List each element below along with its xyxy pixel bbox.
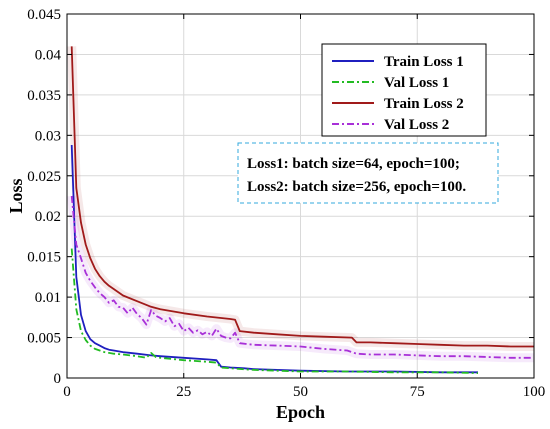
y-tick-label: 0 xyxy=(54,371,62,387)
train-loss-2-line xyxy=(70,46,534,348)
y-tick-label: 0.03 xyxy=(35,128,61,144)
legend-label-val-loss-1: Val Loss 1 xyxy=(384,75,449,91)
y-axis-label: Loss xyxy=(6,178,26,213)
legend-label-val-loss-2: Val Loss 2 xyxy=(384,117,449,133)
x-tick-label: 50 xyxy=(293,384,308,400)
y-tick-label: 0.01 xyxy=(35,290,61,306)
x-tick-label: 75 xyxy=(410,384,425,400)
val-loss-2-band xyxy=(67,195,534,363)
val-loss-1-line xyxy=(70,248,479,374)
series-lines xyxy=(70,46,534,374)
x-tick-label: 0 xyxy=(63,384,71,400)
y-tick-label: 0.02 xyxy=(35,209,61,225)
y-tick-label: 0.015 xyxy=(27,250,61,266)
annotation-line-loss2: Loss2: batch size=256, epoch=100. xyxy=(247,179,466,195)
y-tick-label: 0.04 xyxy=(35,47,62,63)
x-tick-label: 100 xyxy=(523,384,546,400)
legend-label-train-loss-1: Train Loss 1 xyxy=(384,54,464,70)
x-tick-label: 25 xyxy=(176,384,191,400)
annotation-box: Loss1: batch size=64, epoch=100; Loss2: … xyxy=(237,142,499,204)
legend-label-train-loss-2: Train Loss 2 xyxy=(384,96,464,112)
axis-tick-labels: 0 25 50 75 100 0 0.005 0.01 0.015 0.02 0.025 0.03 0.… xyxy=(27,7,545,400)
legend: Train Loss 1 Val Loss 1 Train Loss 2 Val Lo… xyxy=(321,43,487,137)
annotation-line-loss1: Loss1: batch size=64, epoch=100; xyxy=(247,156,460,172)
x-axis-label: Epoch xyxy=(276,402,325,422)
legend-items: Train Loss 1 Val Loss 1 Train Loss 2 Val Lo… xyxy=(332,54,464,133)
y-tick-label: 0.035 xyxy=(27,88,61,104)
y-tick-label: 0.005 xyxy=(27,331,61,347)
annotation-border xyxy=(237,142,499,204)
y-tick-label: 0.025 xyxy=(27,169,61,185)
legend-box xyxy=(321,43,487,137)
axis-ticks xyxy=(66,13,535,379)
y-tick-label: 0.045 xyxy=(27,7,61,23)
